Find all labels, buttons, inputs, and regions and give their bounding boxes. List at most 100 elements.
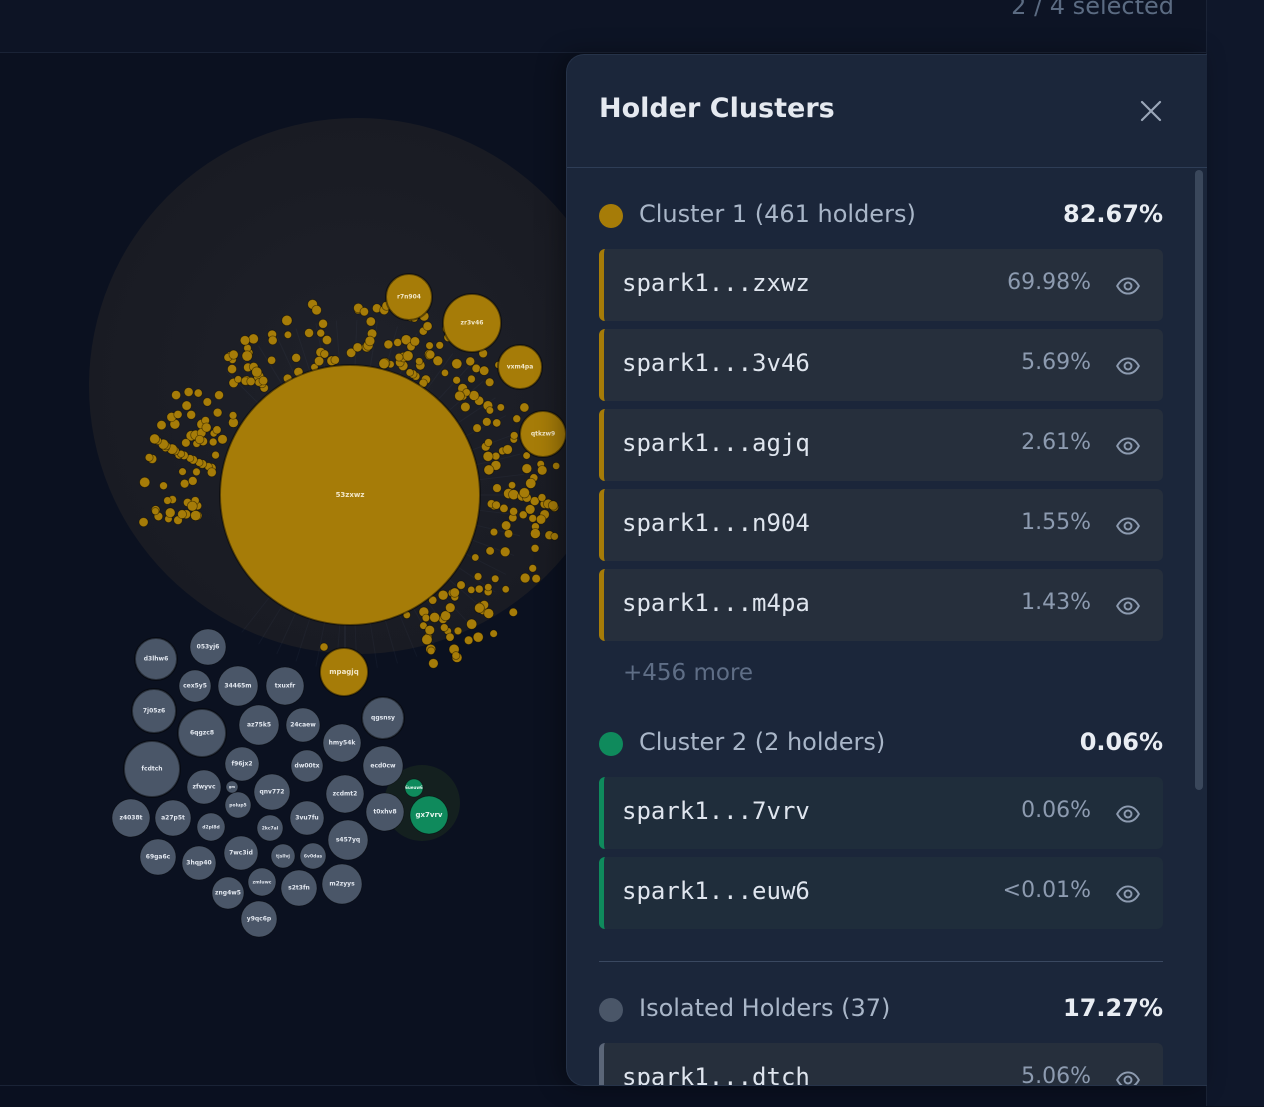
cluster-1-small-bubble[interactable] [138, 517, 149, 528]
show-more-link[interactable]: +456 more [623, 660, 754, 686]
bubble-f96jx2[interactable] [224, 746, 260, 782]
cluster-1-small-bubble[interactable] [178, 467, 187, 476]
cluster-1-small-bubble[interactable] [525, 477, 537, 489]
cluster-1-small-bubble[interactable] [449, 587, 460, 598]
cluster-1-small-bubble[interactable] [214, 390, 224, 401]
holder-row[interactable]: spark1...7vrv 0.06% [599, 777, 1163, 849]
cluster-1-small-bubble[interactable] [489, 527, 499, 537]
cluster-1-small-bubble[interactable] [547, 500, 559, 511]
cluster-1-small-bubble[interactable] [521, 463, 533, 474]
bubble-2kc7al[interactable] [256, 814, 284, 842]
bubble-mpagjq[interactable] [319, 647, 369, 697]
cluster-1-small-bubble[interactable] [421, 613, 431, 623]
scrollbar[interactable] [1195, 170, 1203, 790]
cluster-1-small-bubble[interactable] [291, 353, 302, 363]
cluster-1-small-bubble[interactable] [440, 623, 449, 632]
cluster-1-small-bubble[interactable] [519, 402, 530, 413]
cluster-1-small-bubble[interactable] [474, 602, 485, 614]
cluster-1-small-bubble[interactable] [437, 589, 449, 601]
cluster-1-small-bubble[interactable] [456, 580, 466, 590]
cluster-1-small-bubble[interactable] [177, 509, 187, 520]
bubble-ecd0cw[interactable] [362, 745, 404, 787]
cluster-1-small-bubble[interactable] [496, 403, 505, 412]
cluster-1-small-bubble[interactable] [465, 356, 476, 367]
cluster-1-small-bubble[interactable] [186, 500, 198, 512]
cluster-1-small-bubble[interactable] [234, 375, 243, 384]
cluster-1-small-bubble[interactable] [508, 481, 517, 490]
cluster-1-small-bubble[interactable] [402, 350, 414, 362]
cluster-1-small-bubble[interactable] [479, 365, 490, 376]
bubble-3vu7fu[interactable] [289, 800, 325, 836]
cluster-1-small-bubble[interactable] [311, 304, 322, 316]
cluster-1-small-bubble[interactable] [482, 450, 494, 462]
bubble-txuxfr[interactable] [265, 666, 305, 706]
bubble-6qgzc8[interactable] [177, 708, 227, 758]
bubble-hmy54k[interactable] [322, 723, 362, 763]
cluster-1-small-bubble[interactable] [454, 390, 465, 402]
cluster-1-small-bubble[interactable] [531, 573, 541, 584]
cluster-1-small-bubble[interactable] [179, 478, 190, 489]
cluster-1-small-bubble[interactable] [217, 434, 228, 445]
cluster-1-small-bubble[interactable] [409, 336, 421, 347]
cluster-1-small-bubble[interactable] [432, 355, 444, 367]
cluster-1-small-bubble[interactable] [503, 529, 514, 539]
bubble-dw00tx[interactable] [290, 749, 324, 783]
bubble-r7n904[interactable] [385, 273, 433, 321]
cluster-1-small-bubble[interactable] [425, 341, 434, 350]
cluster-1-small-bubble[interactable] [426, 646, 436, 656]
cluster-1-small-bubble[interactable] [194, 434, 205, 445]
bubble-6v0das[interactable] [299, 842, 327, 870]
bubble-tjsllvj[interactable] [270, 843, 296, 869]
cluster-1-small-bubble[interactable] [187, 476, 198, 486]
cluster-1-small-bubble[interactable] [483, 608, 495, 619]
cluster-1-small-bubble[interactable] [451, 651, 461, 660]
bubble-zng4w5[interactable] [211, 876, 245, 910]
eye-icon[interactable] [1115, 353, 1141, 379]
bubble-qgsnsy[interactable] [361, 696, 405, 740]
eye-icon[interactable] [1115, 433, 1141, 459]
isolated-holders-header[interactable]: Isolated Holders (37) 17.27% [599, 990, 1163, 1030]
cluster-1-small-bubble[interactable] [364, 335, 376, 347]
cluster-1-small-bubble[interactable] [330, 355, 340, 365]
cluster-1-small-bubble[interactable] [228, 349, 239, 360]
cluster-1-small-bubble[interactable] [186, 409, 197, 420]
cluster-1-small-bubble[interactable] [321, 334, 333, 346]
cluster-1-small-bubble[interactable] [484, 583, 493, 592]
cluster-1-header[interactable]: Cluster 1 (461 holders) 82.67% [599, 196, 1163, 236]
cluster-1-small-bubble[interactable] [522, 451, 531, 460]
eye-icon[interactable] [1115, 593, 1141, 619]
bubble-69ga6c[interactable] [139, 838, 177, 876]
cluster-1-small-bubble[interactable] [528, 514, 538, 523]
cluster-1-small-bubble[interactable] [212, 407, 223, 418]
cluster-1-small-bubble[interactable] [319, 642, 329, 652]
cluster-1-small-bubble[interactable] [378, 358, 390, 370]
cluster-1-small-bubble[interactable] [435, 341, 444, 350]
cluster-1-small-bubble[interactable] [440, 610, 452, 622]
cluster-1-small-bubble[interactable] [528, 564, 537, 573]
bubble-7wc3id[interactable] [223, 835, 259, 871]
cluster-1-small-bubble[interactable] [365, 316, 376, 327]
cluster-1-small-bubble[interactable] [485, 546, 495, 556]
cluster-1-small-bubble[interactable] [499, 546, 511, 558]
cluster-1-small-bubble[interactable] [484, 438, 493, 447]
cluster-1-small-bubble[interactable] [304, 328, 314, 338]
cluster-1-small-bubble[interactable] [228, 411, 238, 420]
cluster-1-small-bubble[interactable] [352, 342, 363, 353]
cluster-1-small-bubble[interactable] [201, 422, 212, 433]
cluster-1-small-bubble[interactable] [467, 585, 476, 594]
cluster-1-small-bubble[interactable] [451, 358, 463, 370]
cluster-1-small-bubble[interactable] [415, 357, 424, 366]
cluster-1-small-bubble[interactable] [267, 335, 278, 346]
cluster-1-small-bubble[interactable] [529, 496, 540, 506]
holder-row[interactable]: spark1...n904 1.55% [599, 489, 1163, 561]
cluster-1-small-bubble[interactable] [246, 376, 256, 387]
cluster-1-small-bubble[interactable] [206, 467, 217, 478]
bubble-qnv772[interactable] [253, 773, 291, 811]
cluster-1-small-bubble[interactable] [518, 487, 530, 499]
cluster-1-small-bubble[interactable] [181, 438, 191, 448]
holder-row[interactable]: spark1...zxwz 69.98% [599, 249, 1163, 321]
cluster-1-small-bubble[interactable] [509, 431, 519, 440]
bubble-fcdtch[interactable] [123, 740, 181, 798]
cluster-1-small-bubble[interactable] [159, 481, 168, 491]
cluster-1-small-bubble[interactable] [424, 624, 435, 636]
